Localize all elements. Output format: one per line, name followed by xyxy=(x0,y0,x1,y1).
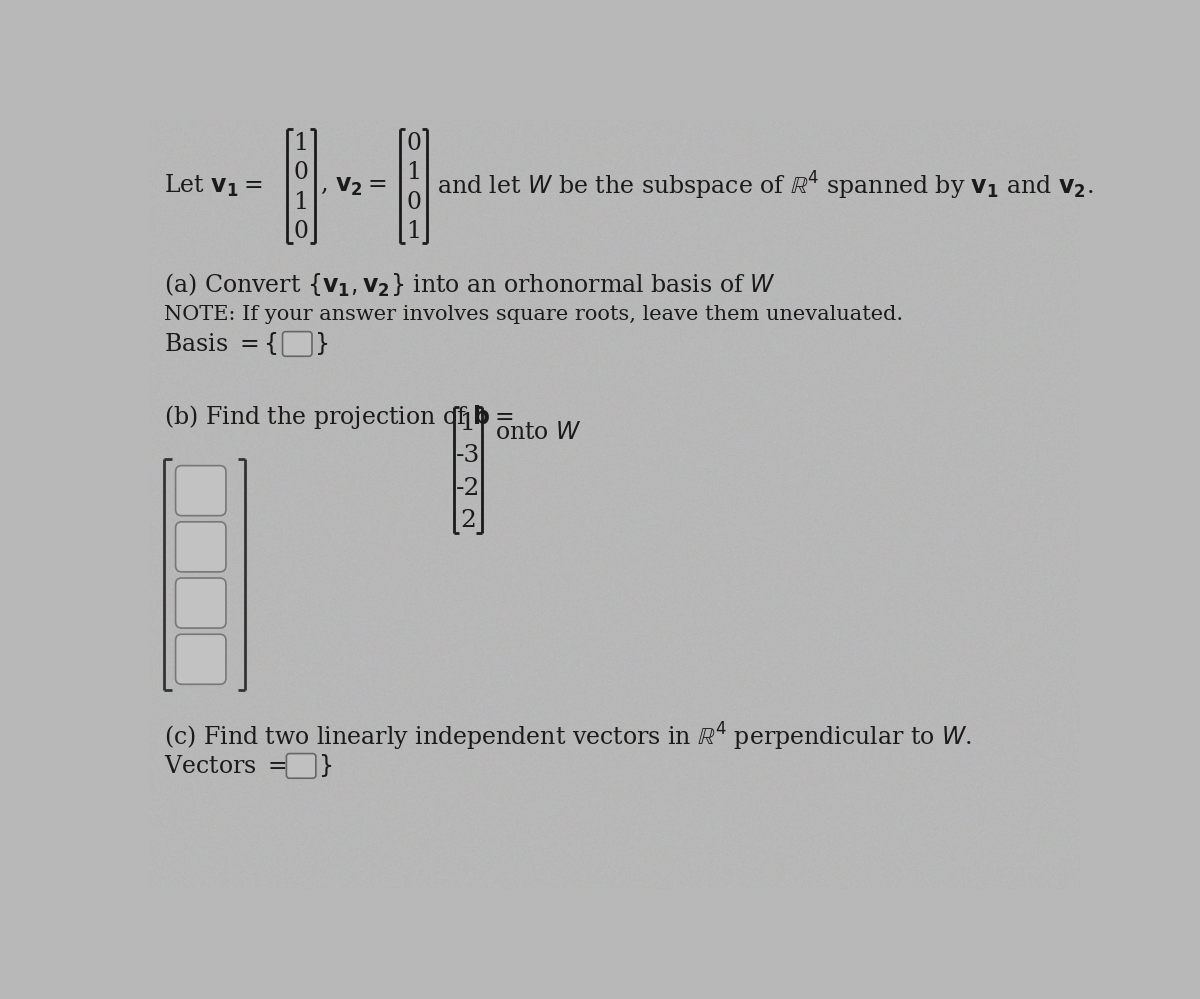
Text: -3: -3 xyxy=(456,445,480,468)
Text: 0: 0 xyxy=(294,162,308,185)
Text: 1: 1 xyxy=(294,132,308,155)
Text: 1: 1 xyxy=(294,191,308,214)
FancyBboxPatch shape xyxy=(175,578,226,628)
Text: and let $W$ be the subspace of $\mathbb{R}^4$ spanned by $\mathbf{v_1}$ and $\ma: and let $W$ be the subspace of $\mathbb{… xyxy=(437,170,1093,202)
Text: 0: 0 xyxy=(406,132,421,155)
Text: $\}$: $\}$ xyxy=(314,331,329,358)
FancyBboxPatch shape xyxy=(175,634,226,684)
Text: 1: 1 xyxy=(460,412,475,435)
FancyBboxPatch shape xyxy=(175,521,226,571)
Text: Vectors $= \{$: Vectors $= \{$ xyxy=(164,752,306,779)
Text: 1: 1 xyxy=(406,220,421,243)
Text: onto $W$: onto $W$ xyxy=(494,421,582,444)
Text: 2: 2 xyxy=(460,508,475,531)
Text: (b) Find the projection of $\mathbf{b} =$: (b) Find the projection of $\mathbf{b} =… xyxy=(164,404,514,432)
Text: 1: 1 xyxy=(406,162,421,185)
Text: , $\mathbf{v_2} =$: , $\mathbf{v_2} =$ xyxy=(320,175,388,198)
Text: (a) Convert $\{\mathbf{v_1}, \mathbf{v_2}\}$ into an orhonormal basis of $W$: (a) Convert $\{\mathbf{v_1}, \mathbf{v_2… xyxy=(164,272,775,299)
FancyBboxPatch shape xyxy=(175,466,226,515)
Text: Let $\mathbf{v_1} =$: Let $\mathbf{v_1} =$ xyxy=(164,173,263,199)
Text: (c) Find two linearly independent vectors in $\mathbb{R}^4$ perpendicular to $W$: (c) Find two linearly independent vector… xyxy=(164,720,972,753)
Text: $\}$: $\}$ xyxy=(318,752,332,779)
Text: NOTE: If your answer involves square roots, leave them unevaluated.: NOTE: If your answer involves square roo… xyxy=(164,305,904,325)
Text: 0: 0 xyxy=(406,191,421,214)
Text: -2: -2 xyxy=(456,477,480,500)
FancyBboxPatch shape xyxy=(287,753,316,778)
FancyBboxPatch shape xyxy=(282,332,312,357)
Text: 0: 0 xyxy=(294,220,308,243)
Text: Basis $= \{$: Basis $= \{$ xyxy=(164,331,277,358)
